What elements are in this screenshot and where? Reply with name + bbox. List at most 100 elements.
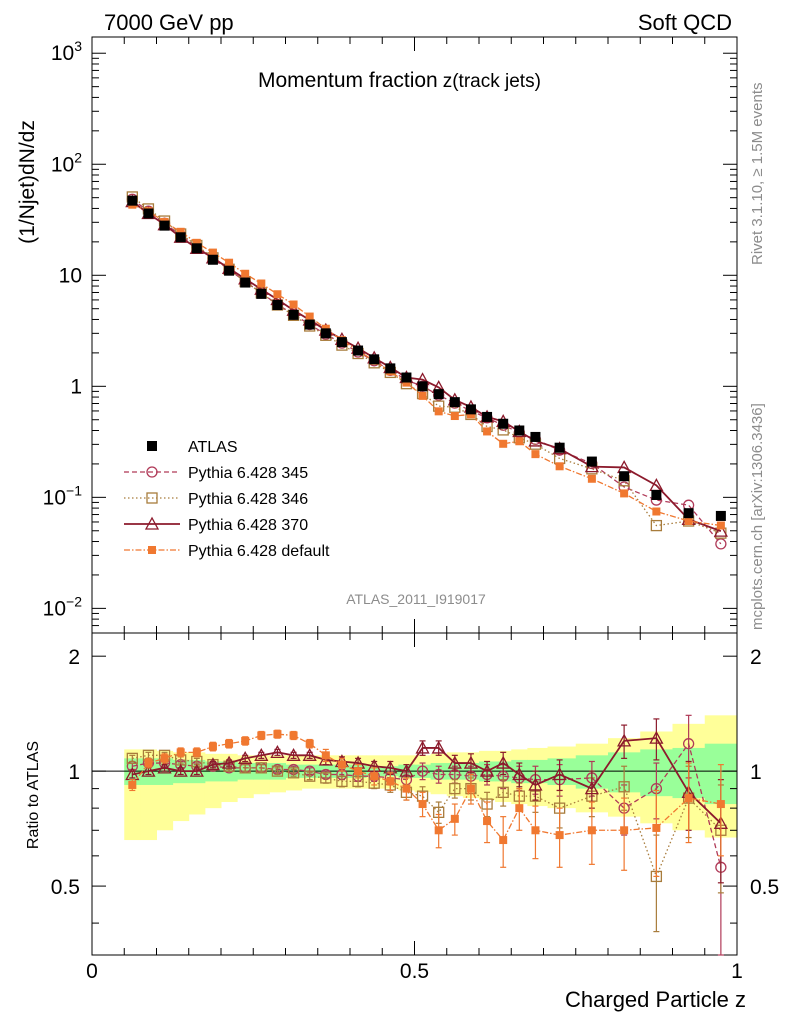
marker-data [651,489,662,500]
ratio-tick-label-right: 2 [750,646,762,669]
marker-data [304,319,315,330]
marker-data [224,265,235,276]
marker-filled-square [499,836,508,845]
marker-filled-square [434,826,443,835]
main-series [125,191,728,550]
marker-filled-square [192,238,201,247]
marker-triangle [144,516,160,530]
marker-triangle [463,755,479,769]
marker-triangle [512,767,527,781]
marker-triangle [584,781,599,795]
marker-filled-square [402,378,411,387]
y-tick-label: 10−2 [43,593,83,620]
legend-label: Pythia 6.428 default [188,543,330,560]
marker-circle [146,466,158,478]
marker-filled-square [716,521,725,530]
marker-triangle [479,763,495,777]
marker-data [530,431,541,442]
plot-title-suffix: z(track jets) [443,71,541,92]
y-tick-mantissa: 10 [51,42,74,65]
marker-data [147,441,157,451]
y-tick-exponent: 3 [74,38,82,54]
header-right: Soft QCD [638,10,732,35]
y-tick-label: 1 [70,375,82,398]
legend-label: Pythia 6.428 345 [188,465,308,482]
ratio-y-axis: 0.5 0.5 1 1 2 2 [51,646,779,924]
marker-data [586,456,597,467]
y-axis-label: (1/Njet)dN/dz [16,120,39,244]
marker-filled-square [483,427,492,436]
marker-data [320,328,331,339]
ratio-tick-label: 1 [68,761,80,784]
marker-filled-square [587,474,596,483]
marker-square [146,492,158,504]
marker-filled-square [337,760,346,769]
marker-triangle [528,777,543,791]
marker-triangle [713,523,728,537]
marker-circle [433,768,445,781]
marker-data [143,208,154,219]
marker-filled-square [716,800,725,809]
marker-triangle [254,747,269,761]
y-tick-label: 10−1 [43,482,83,509]
marker-triangle [617,733,632,747]
marker-filled-square [466,784,475,793]
marker-filled-square [289,731,298,740]
marker-data [353,345,364,356]
marker-filled-square [305,312,314,321]
y-tick-mantissa: 10 [59,264,82,287]
marker-square [449,782,461,795]
marker-triangle [552,767,567,781]
ratio-bands [92,715,738,841]
plot-title-main: Momentum fraction [258,69,438,92]
marker-filled-square [531,450,540,459]
marker-data [159,220,170,231]
x-tick-label: 0 [86,960,98,983]
marker-triangle [286,747,301,761]
marker-data [417,381,428,392]
marker-filled-square [370,772,379,781]
y-tick-label: 10 [59,264,82,287]
marker-filled-square [684,794,693,803]
x-axis-label: Charged Particle z [565,987,746,1012]
marker-filled-square [354,767,363,776]
marker-triangle [399,763,414,777]
marker-data [240,277,251,288]
marker-filled-square [684,517,693,526]
y-tick-mantissa: 10 [51,153,74,176]
ratio-tick-label-right: 0.5 [750,876,779,899]
marker-triangle [141,763,156,777]
marker-triangle [649,730,664,744]
marker-triangle [221,755,237,769]
marker-triangle [205,757,221,771]
marker-filled-square [515,437,524,446]
marker-triangle [318,752,333,766]
marker-data [272,299,283,310]
x-axis: 0 0.5 1 [86,37,743,983]
marker-square [320,772,332,784]
marker-square [287,767,300,779]
marker-filled-square [450,814,459,823]
marker-filled-square [450,412,459,421]
marker-data [336,337,347,348]
marker-data [449,397,460,408]
y-tick-mantissa: 10 [43,597,66,620]
plot-title: Momentum fraction z(track jets) [258,69,541,92]
marker-filled-square [531,826,540,835]
marker-triangle [415,740,430,754]
marker-filled-square [620,489,629,498]
marker-circle [715,538,727,550]
marker-filled-square [128,780,137,789]
marker-square [650,519,663,532]
marker-triangle [496,755,511,769]
marker-filled-square [241,736,250,745]
marker-data [619,471,630,482]
ratio-tick-label-right: 1 [750,761,762,784]
marker-data [288,309,299,320]
marker-filled-square [305,739,314,748]
mcplots-label: mcplots.cern.ch [arXiv:1306.3436] [749,403,766,630]
marker-square [497,786,509,798]
marker-filled-square [434,407,443,416]
legend-label: Pythia 6.428 346 [188,491,308,508]
